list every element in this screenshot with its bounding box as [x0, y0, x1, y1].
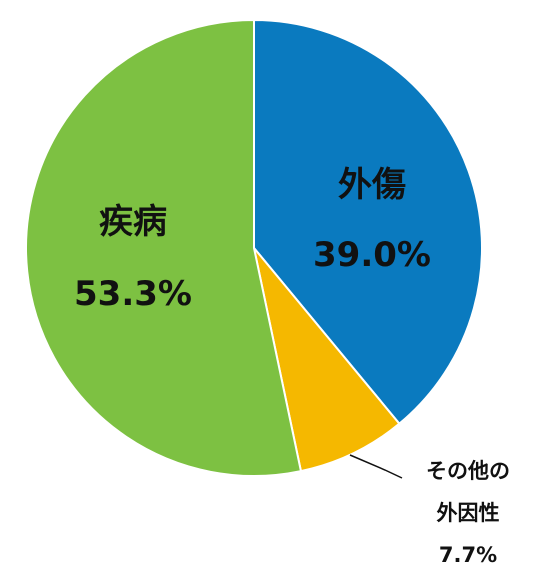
slice-label-trauma: 外傷: [338, 165, 406, 205]
slice-value-other: 7.7%: [439, 543, 497, 567]
pie-slice-trauma: [253, 18, 483, 426]
slice-value-disease: 53.3%: [74, 274, 192, 314]
pie-slices: [25, 18, 483, 477]
slice-label-disease: 疾病: [99, 202, 167, 242]
slice-value-trauma: 39.0%: [313, 235, 431, 275]
pie-slice-other-external: [253, 247, 401, 473]
slice-label-other-line2: 外因性: [437, 501, 500, 525]
leader-line-other: [349, 454, 403, 479]
slice-label-other-line1: その他の: [426, 459, 510, 483]
pie-slice-disease: [25, 18, 303, 477]
